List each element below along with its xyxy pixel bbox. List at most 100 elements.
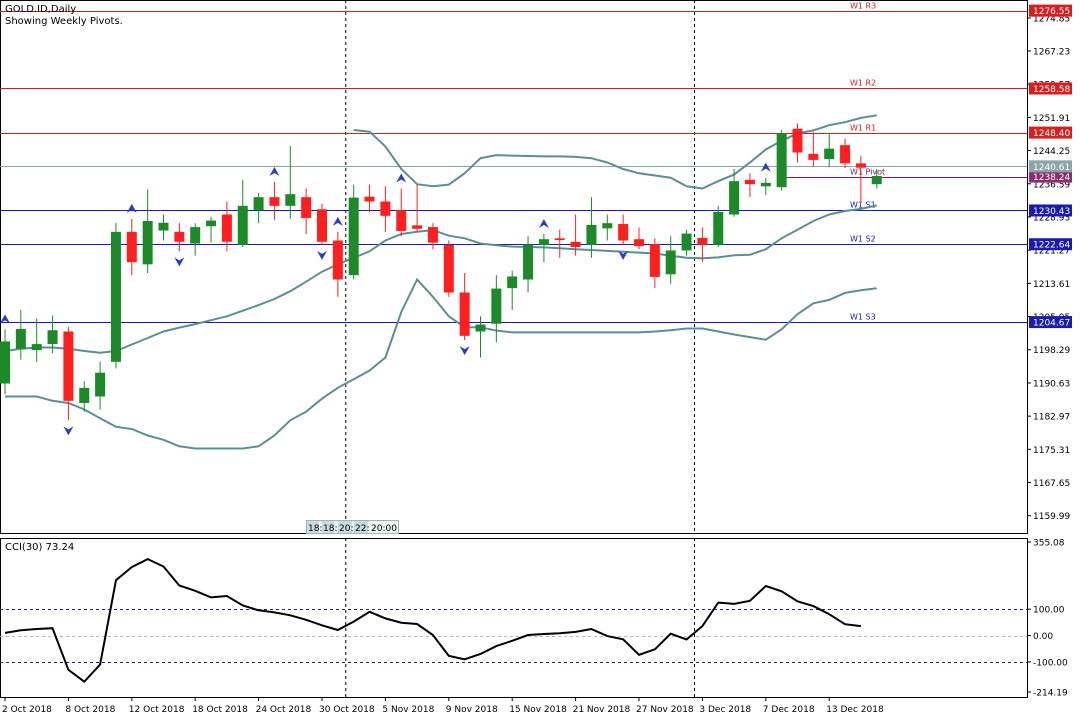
cci-tick-label: 355.08 bbox=[1033, 539, 1065, 549]
pivot-price-box-label: 1276.55 bbox=[1033, 7, 1070, 17]
candle bbox=[697, 227, 708, 263]
fractal-down-arrow bbox=[317, 250, 327, 260]
candle-body bbox=[602, 223, 613, 229]
candle bbox=[95, 361, 106, 410]
candle-body bbox=[31, 344, 42, 351]
candle-body bbox=[269, 197, 280, 206]
candle bbox=[269, 182, 280, 221]
fractal-up-arrow bbox=[538, 219, 549, 228]
candle bbox=[586, 197, 597, 258]
candle-body bbox=[760, 182, 771, 187]
candle bbox=[79, 381, 90, 412]
pivot-price-box bbox=[1029, 238, 1072, 251]
pivot-label: W1 R1 bbox=[850, 124, 876, 133]
candle bbox=[443, 240, 454, 297]
candle-body bbox=[697, 237, 708, 245]
candle bbox=[792, 123, 803, 163]
candle-body bbox=[380, 201, 391, 216]
candle-body bbox=[95, 372, 106, 397]
cci-panel-frame bbox=[0, 538, 1028, 698]
candle-body bbox=[808, 153, 819, 160]
candle-body bbox=[301, 197, 312, 218]
candle-body bbox=[855, 163, 866, 168]
candle bbox=[285, 146, 296, 219]
candle bbox=[808, 132, 819, 167]
candle-body bbox=[586, 224, 597, 245]
fractal-up-arrow bbox=[269, 167, 280, 176]
time-tick-label: 27 Nov 2018 bbox=[636, 705, 694, 715]
fractal-down-arrow bbox=[63, 426, 74, 436]
candle-body bbox=[332, 240, 343, 280]
candle bbox=[301, 188, 312, 234]
bollinger-bands bbox=[4, 114, 878, 450]
candle-body bbox=[253, 197, 264, 211]
candle-body bbox=[348, 197, 359, 276]
time-stamp-label: 18: bbox=[323, 524, 337, 534]
candle-body bbox=[618, 224, 629, 241]
candle-body bbox=[126, 231, 137, 263]
candle bbox=[63, 327, 74, 421]
candle bbox=[681, 229, 692, 256]
candle bbox=[348, 184, 359, 280]
time-tick-label: 12 Oct 2018 bbox=[129, 705, 185, 715]
candle-body bbox=[570, 241, 581, 247]
candle bbox=[634, 227, 644, 250]
candle-body bbox=[665, 250, 676, 275]
time-stamp-label: 22: bbox=[355, 524, 369, 534]
candle bbox=[253, 192, 264, 224]
time-stamp-label: 20:00 bbox=[371, 524, 397, 534]
candle bbox=[855, 156, 866, 204]
pivots-caption: Showing Weekly Pivots. bbox=[5, 16, 123, 27]
candle bbox=[174, 223, 185, 252]
candle bbox=[491, 275, 502, 343]
candle-body bbox=[427, 227, 438, 243]
time-stamp-strip: 18: 18: 20: 22: 20:00 bbox=[306, 520, 399, 534]
pivot-price-box-label: 1222.64 bbox=[1033, 241, 1070, 251]
candle-body bbox=[142, 221, 153, 265]
candle-body bbox=[840, 145, 851, 164]
pivot-price-box-label: 1204.67 bbox=[1033, 319, 1070, 329]
candle bbox=[713, 205, 724, 247]
fractals bbox=[0, 162, 771, 436]
candle bbox=[760, 177, 771, 195]
time-tick-label: 21 Nov 2018 bbox=[573, 705, 631, 715]
time-tick-label: 8 Oct 2018 bbox=[65, 705, 115, 715]
price-tick-label: 1274.85 bbox=[1033, 14, 1070, 24]
candle bbox=[840, 138, 851, 169]
candle bbox=[475, 316, 486, 358]
candle bbox=[396, 188, 407, 237]
pivot-price-box-label: 1238.24 bbox=[1033, 173, 1070, 183]
pivot-label: W1 S3 bbox=[850, 313, 876, 322]
candle bbox=[237, 179, 248, 247]
candle-body bbox=[459, 292, 470, 336]
last-price-box-label: 1240.61 bbox=[1033, 163, 1070, 173]
candle-body bbox=[15, 328, 26, 349]
candle bbox=[824, 133, 835, 167]
pivot-price-box-label: 1258.58 bbox=[1033, 85, 1070, 95]
fractal-down-arrow bbox=[174, 257, 185, 267]
cci-tick-label: 0.00 bbox=[1033, 632, 1053, 642]
candle bbox=[602, 214, 613, 241]
pivot-price-box bbox=[1029, 4, 1072, 17]
pivot-label: W1 R3 bbox=[850, 2, 876, 11]
time-tick-label: 9 Nov 2018 bbox=[446, 705, 498, 715]
price-tick-label: 1236.59 bbox=[1033, 180, 1070, 190]
price-tick-label: 1267.23 bbox=[1033, 48, 1070, 58]
price-tick-label: 1244.25 bbox=[1033, 147, 1070, 157]
fractal-up-arrow bbox=[396, 173, 407, 183]
candle bbox=[332, 231, 343, 297]
time-tick-label: 2 Oct 2018 bbox=[2, 705, 52, 715]
time-tick-label: 5 Nov 2018 bbox=[382, 705, 434, 715]
candle bbox=[142, 189, 153, 273]
time-stamp-label: 20: bbox=[339, 524, 353, 534]
candle-body bbox=[190, 227, 201, 244]
pivot-price-box-label: 1230.43 bbox=[1033, 207, 1070, 217]
candle bbox=[190, 223, 201, 256]
fractal-up-arrow bbox=[760, 162, 771, 172]
price-panel-frame bbox=[0, 0, 1028, 534]
candle-body bbox=[634, 239, 644, 247]
price-tick-label: 1167.65 bbox=[1033, 479, 1070, 489]
time-axis: 2 Oct 2018 8 Oct 2018 12 Oct 2018 18 Oct 20… bbox=[2, 697, 884, 715]
candle bbox=[649, 238, 660, 289]
